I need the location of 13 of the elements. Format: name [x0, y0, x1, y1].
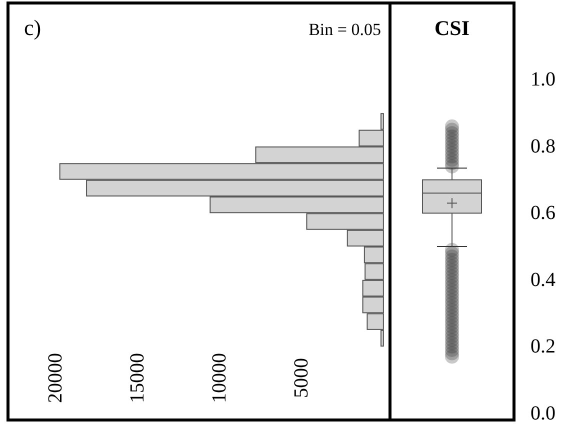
y-tick-label: 0.8 [530, 135, 556, 158]
y-tick-label: 0.4 [530, 268, 556, 291]
x-tick-label: 10000 [208, 353, 230, 403]
category-label: CSI [434, 16, 470, 40]
x-tick-label: 5000 [290, 358, 312, 398]
y-tick-label: 0.6 [530, 202, 556, 224]
annotation: c) [24, 15, 42, 40]
x-tick-label: 20000 [44, 353, 67, 403]
annotation: Bin = 0.05 [308, 20, 381, 39]
x-tick-label: 15000 [126, 353, 149, 403]
y-tick-label: 0.0 [530, 402, 556, 424]
y-tick-label: 1.0 [530, 68, 556, 91]
y-tick-label: 0.2 [530, 336, 556, 358]
